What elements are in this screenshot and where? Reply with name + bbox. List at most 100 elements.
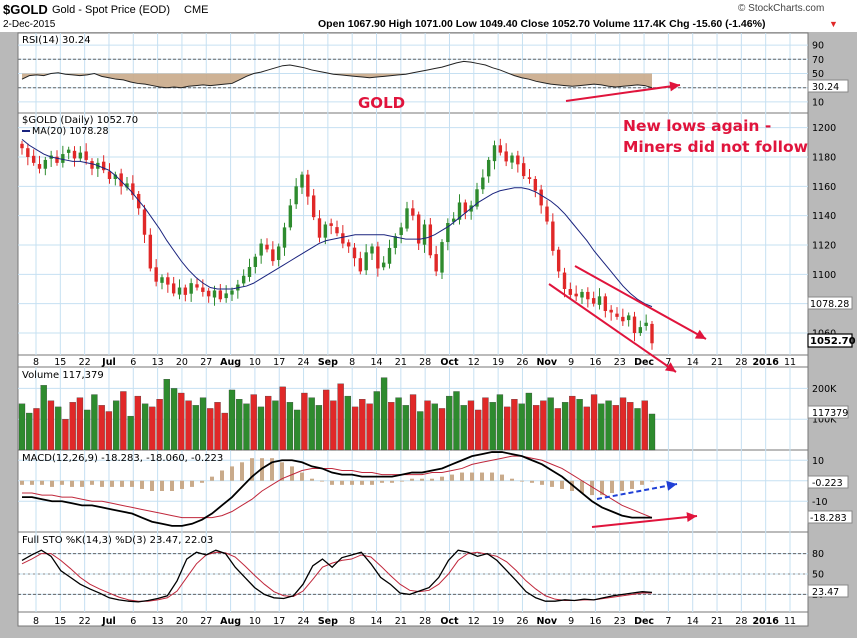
macd-histogram-bar xyxy=(430,478,434,481)
macd-histogram-bar xyxy=(540,480,544,485)
candle-body xyxy=(300,174,304,188)
candle-body xyxy=(154,267,158,282)
x-tick-label: 23 xyxy=(614,616,626,627)
macd-histogram-bar xyxy=(360,480,364,485)
volume-bar xyxy=(47,400,55,451)
x-tick-label: 14 xyxy=(687,616,699,627)
volume-bar xyxy=(627,402,634,451)
volume-bar xyxy=(134,395,142,451)
volume-bar xyxy=(221,412,228,451)
volume-current-box xyxy=(807,405,849,419)
volume-bar xyxy=(105,411,113,451)
x-tick-label: 13 xyxy=(152,357,164,368)
x-tick-label: Jul xyxy=(101,357,116,368)
macd-histogram-bar xyxy=(250,458,254,481)
volume-bar xyxy=(402,405,409,451)
x-tick-label: 22 xyxy=(79,357,91,368)
macd-histogram-bar xyxy=(350,480,354,485)
volume-bar xyxy=(431,403,438,451)
price-y-tick: 1120 xyxy=(812,241,836,252)
candle-body xyxy=(352,247,357,259)
ma-legend-label: MA(20) 1078.28 xyxy=(32,126,109,137)
macd-histogram-bar xyxy=(370,480,374,485)
candle-body xyxy=(638,327,643,333)
macd-histogram-bar xyxy=(630,480,634,489)
volume-bar xyxy=(460,405,467,451)
candle-body xyxy=(399,227,403,236)
macd-histogram-bar xyxy=(420,478,424,481)
macd-histogram-bar xyxy=(610,480,614,494)
candle-body xyxy=(621,316,625,322)
x-tick-label: 10 xyxy=(249,616,261,627)
price-title: $GOLD (Daily) 1052.70 xyxy=(22,115,138,126)
candle-body xyxy=(597,296,602,305)
candle-body xyxy=(294,186,298,205)
x-tick-label: 24 xyxy=(298,357,310,368)
volume-bar xyxy=(634,408,641,451)
x-tick-label: 21 xyxy=(711,616,723,627)
volume-bar xyxy=(561,402,569,451)
macd-histogram-bar xyxy=(120,480,124,487)
candle-body xyxy=(411,208,415,216)
volume-bar xyxy=(380,377,388,451)
x-tick-label: 14 xyxy=(370,616,382,627)
volume-bar xyxy=(199,397,207,451)
x-tick-label: Oct xyxy=(440,616,459,627)
candle-body xyxy=(498,145,503,153)
volume-bar xyxy=(540,400,547,451)
rsi-y-tick: 10 xyxy=(812,97,824,108)
volume-bar xyxy=(590,394,598,451)
x-tick-label: 7 xyxy=(665,616,671,627)
candle-body xyxy=(510,155,514,163)
volume-bar xyxy=(496,394,504,451)
x-tick-label: 28 xyxy=(735,616,747,627)
sto-y-tick: 80 xyxy=(812,549,824,560)
candle-body xyxy=(358,258,363,272)
volume-bar xyxy=(388,402,395,451)
candle-body xyxy=(311,195,316,218)
x-tick-label: 11 xyxy=(784,357,796,368)
x-tick-label: 15 xyxy=(54,357,66,368)
candle-body xyxy=(434,254,438,272)
candle-body xyxy=(644,322,648,326)
macd-histogram-bar xyxy=(170,480,174,491)
macd-hist-box xyxy=(807,475,849,489)
x-tick-label: Sep xyxy=(318,616,338,627)
volume-bar xyxy=(69,402,76,451)
rsi-current-label: 30.24 xyxy=(812,82,839,93)
candle-body xyxy=(61,154,65,163)
x-tick-label: 27 xyxy=(200,357,212,368)
candle-body xyxy=(218,290,223,300)
candle-body xyxy=(259,243,263,256)
candle-body xyxy=(271,249,275,262)
candle-body xyxy=(160,277,164,283)
candle-body xyxy=(440,242,444,273)
candle-body xyxy=(247,267,252,277)
x-tick-label: 10 xyxy=(249,357,261,368)
candle-body xyxy=(43,159,48,169)
sto-k-line xyxy=(21,549,653,603)
macd-histogram-bar xyxy=(330,480,334,485)
x-tick-label: 9 xyxy=(568,357,574,368)
x-tick-label: 6 xyxy=(130,357,136,368)
price-y-tick: 1140 xyxy=(812,211,836,222)
ma-value-box xyxy=(807,296,853,310)
macd-histogram-bar xyxy=(300,472,304,481)
volume-bar xyxy=(236,399,243,451)
candle-body xyxy=(451,218,456,222)
sto-current-label: 23.47 xyxy=(812,587,839,598)
x-tick-label: Jul xyxy=(101,616,116,627)
macd-histogram-bar xyxy=(590,480,594,496)
volume-bar xyxy=(120,391,127,451)
rsi-divergence-arrow xyxy=(565,84,681,102)
candle-body xyxy=(131,183,135,196)
candle-body xyxy=(253,256,258,267)
x-tick-label: Sep xyxy=(318,357,338,368)
volume-bar xyxy=(612,405,619,451)
macd-histogram-bar xyxy=(180,480,184,489)
x-tick-label: 8 xyxy=(349,616,355,627)
volume-bar xyxy=(308,397,315,451)
x-tick-label: 22 xyxy=(79,616,91,627)
x-tick-label: 8 xyxy=(33,616,39,627)
x-tick-label: 28 xyxy=(419,357,431,368)
